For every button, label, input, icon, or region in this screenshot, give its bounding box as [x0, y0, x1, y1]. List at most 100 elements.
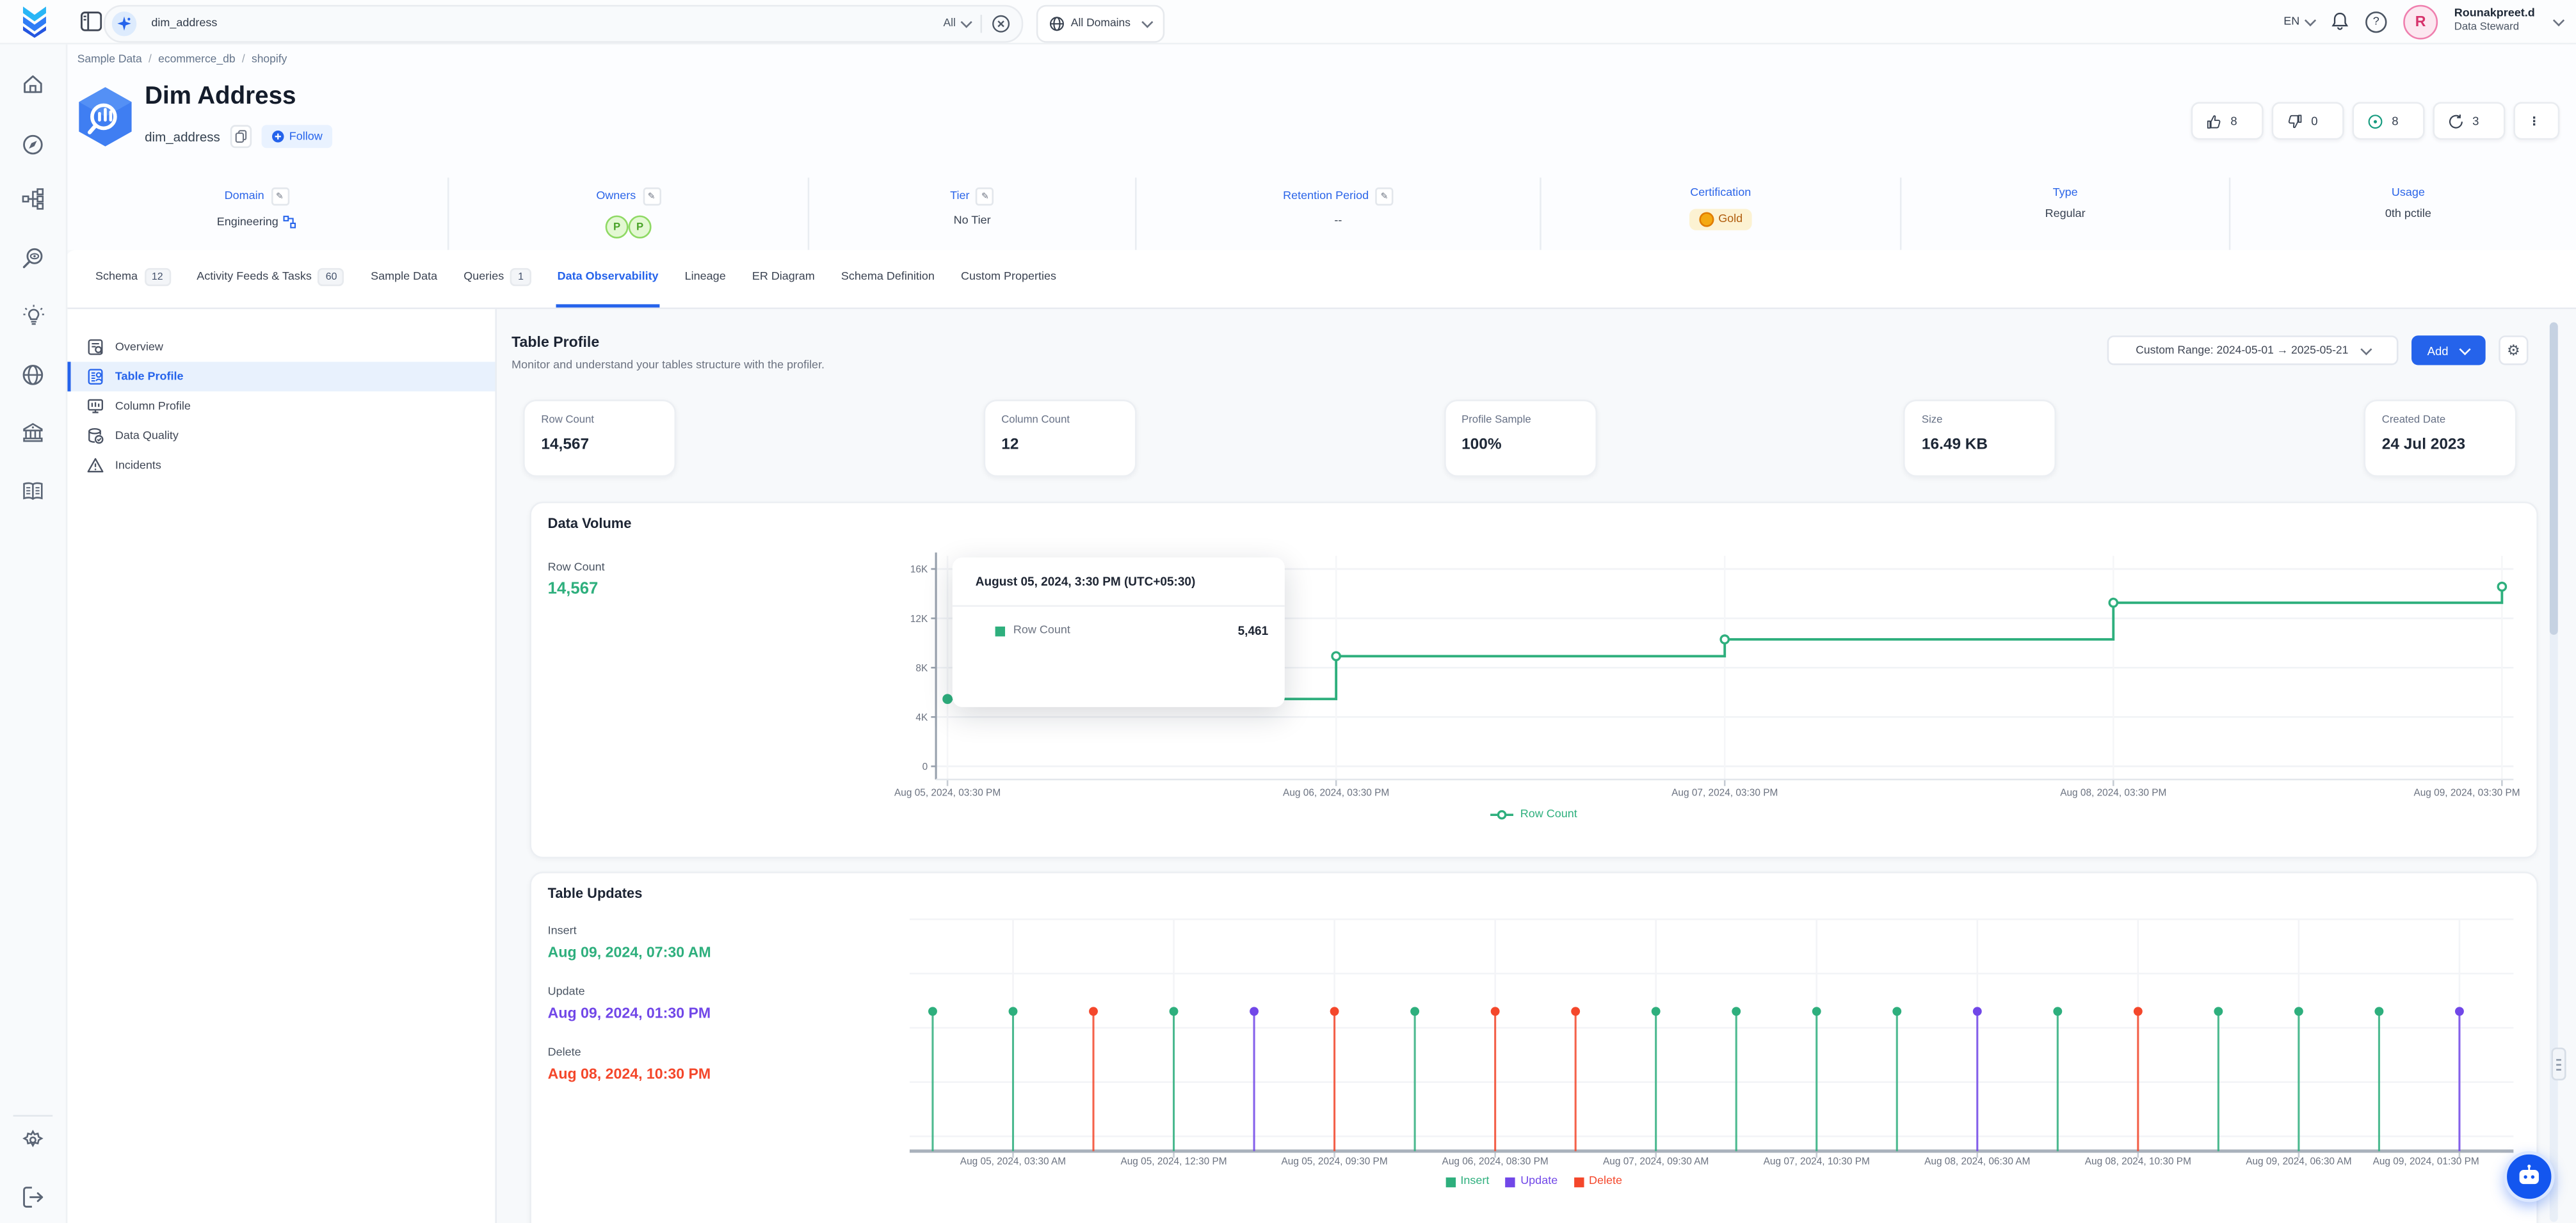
entity-name: dim_address: [145, 129, 220, 144]
follow-button[interactable]: Follow: [261, 125, 332, 148]
rail-item-explore-compass[interactable]: [21, 133, 44, 156]
data-volume-legend[interactable]: Row Count: [531, 809, 2536, 820]
stat-card-label: Column Count: [1001, 415, 1118, 426]
overview-file-search-icon: [87, 339, 104, 355]
user-menu-chevron-icon[interactable]: [2553, 15, 2564, 26]
followers-button[interactable]: 8: [2353, 102, 2425, 140]
menu-item-incidents[interactable]: Incidents: [66, 451, 495, 480]
table-updates-legend[interactable]: Insert Update Delete: [531, 1176, 2536, 1187]
legend-item-insert[interactable]: Insert: [1445, 1176, 1489, 1187]
owner-avatar[interactable]: P: [606, 216, 629, 239]
more-actions-button[interactable]: ⋮: [2513, 102, 2559, 140]
help-icon[interactable]: ?: [2365, 11, 2387, 32]
tab-sample-data[interactable]: Sample Data: [369, 250, 439, 308]
info-label-text[interactable]: Type: [2053, 188, 2078, 199]
rail-item-lineage[interactable]: [21, 188, 44, 211]
stat-card-label: Created Date: [2382, 415, 2499, 426]
edit-pencil-icon[interactable]: ✎: [271, 188, 289, 205]
tooltip-value: 5,461: [1238, 623, 1269, 638]
clear-search-icon[interactable]: [992, 14, 1010, 32]
domain-value[interactable]: Engineering: [217, 216, 278, 228]
globe-icon: [1049, 15, 1064, 30]
stat-card-row-count: Row Count14,567: [523, 399, 676, 477]
add-button[interactable]: Add: [2411, 335, 2486, 365]
breadcrumb-item[interactable]: Sample Data: [77, 54, 142, 66]
chat-assistant-button[interactable]: [2504, 1151, 2555, 1203]
svg-text:Aug 08, 2024, 06:30 AM: Aug 08, 2024, 06:30 AM: [1924, 1156, 2030, 1167]
profiler-settings-button[interactable]: ⚙: [2499, 335, 2528, 365]
rail-item-glossary[interactable]: [21, 480, 44, 503]
table-updates-chart[interactable]: Aug 05, 2024, 03:30 AMAug 05, 2024, 12:3…: [869, 909, 2524, 1172]
legend-line-marker-icon: [1490, 809, 1513, 820]
edit-pencil-icon[interactable]: ✎: [643, 188, 661, 205]
search-scope-dropdown[interactable]: All: [944, 17, 971, 29]
versions-button[interactable]: 3: [2433, 102, 2505, 140]
breadcrumb-item[interactable]: ecommerce_db: [158, 54, 235, 66]
info-value: Gold: [1689, 209, 1753, 230]
legend-item-update[interactable]: Update: [1506, 1176, 1558, 1187]
menu-item-table-profile[interactable]: Table Profile: [66, 362, 495, 391]
rail-item-insights[interactable]: [21, 304, 44, 327]
tab-er-diagram[interactable]: ER Diagram: [750, 250, 816, 308]
info-label-text[interactable]: Tier: [950, 191, 969, 202]
edit-pencil-icon[interactable]: ✎: [1375, 188, 1393, 205]
info-label-text[interactable]: Retention Period: [1283, 191, 1369, 202]
panel-resize-handle[interactable]: [2551, 1048, 2566, 1080]
user-info[interactable]: Rounakpreet.d Data Steward: [2454, 8, 2535, 35]
info-label-text[interactable]: Domain: [225, 191, 264, 202]
global-search-bar[interactable]: dim_address All: [104, 4, 1023, 42]
top-bar-right: EN ? R Rounakpreet.d Data Steward: [2283, 0, 2563, 43]
rail-item-domains-globe[interactable]: [21, 364, 44, 387]
downvote-button[interactable]: 0: [2272, 102, 2344, 140]
info-value: 0th pctile: [2385, 209, 2431, 220]
breadcrumb: Sample Data/ ecommerce_db/ shopify: [77, 54, 287, 66]
section-subtitle: Monitor and understand your tables struc…: [511, 360, 825, 372]
info-label: Retention Period ✎: [1283, 188, 1394, 205]
rail-item-settings-gear[interactable]: [21, 1128, 44, 1151]
rail-item-observability[interactable]: [21, 246, 44, 269]
search-input[interactable]: dim_address: [151, 17, 217, 29]
copy-name-button[interactable]: [230, 125, 251, 148]
tab-count-badge: 1: [510, 268, 531, 286]
stat-card-value: 24 Jul 2023: [2382, 436, 2499, 454]
tab-lineage[interactable]: Lineage: [683, 250, 727, 308]
stat-card-profile-sample: Profile Sample100%: [1444, 399, 1597, 477]
owner-avatar[interactable]: P: [629, 216, 652, 239]
breadcrumb-item[interactable]: shopify: [252, 54, 287, 66]
sidebar-toggle-icon[interactable]: [81, 12, 102, 31]
tab-count-badge: 12: [144, 268, 170, 286]
rail-item-govern[interactable]: [21, 421, 44, 444]
language-dropdown[interactable]: EN: [2283, 15, 2314, 27]
table-entity-icon: [77, 86, 133, 148]
menu-item-data-quality[interactable]: Data Quality: [66, 421, 495, 451]
info-label-text[interactable]: Certification: [1690, 188, 1751, 199]
data-quality-icon: [87, 428, 104, 444]
tab-label: Schema Definition: [841, 271, 935, 283]
edit-pencil-icon[interactable]: ✎: [976, 188, 994, 205]
delete-label: Delete: [548, 1048, 581, 1059]
all-domains-dropdown[interactable]: All Domains: [1036, 4, 1165, 42]
menu-item-column-profile[interactable]: Column Profile: [66, 392, 495, 421]
tab-activity-feeds-tasks[interactable]: Activity Feeds & Tasks60: [195, 250, 346, 308]
date-range-dropdown[interactable]: Custom Range: 2024-05-01 → 2025-05-21: [2107, 335, 2399, 365]
scrollbar-thumb[interactable]: [2550, 323, 2558, 635]
legend-item-delete[interactable]: Delete: [1574, 1176, 1622, 1187]
info-label: Owners ✎: [596, 188, 661, 205]
info-label-text[interactable]: Usage: [2392, 188, 2425, 199]
tab-data-observability[interactable]: Data Observability: [556, 250, 660, 308]
notifications-bell-icon[interactable]: [2331, 12, 2349, 31]
info-label-text[interactable]: Owners: [596, 191, 636, 202]
upvote-button[interactable]: 8: [2191, 102, 2264, 140]
user-avatar[interactable]: R: [2403, 4, 2438, 38]
info-column-type: TypeRegular: [1901, 178, 2230, 250]
info-label: Type: [2053, 188, 2078, 199]
rail-item-home[interactable]: [21, 72, 44, 95]
tab-schema-definition[interactable]: Schema Definition: [839, 250, 936, 308]
app-logo-icon[interactable]: [15, 5, 54, 38]
tab-schema[interactable]: Schema12: [93, 250, 172, 308]
tab-queries[interactable]: Queries1: [462, 250, 533, 308]
rail-item-logout[interactable]: [21, 1186, 44, 1209]
menu-item-overview[interactable]: Overview: [66, 332, 495, 362]
incidents-alert-icon: [87, 457, 104, 474]
tab-custom-properties[interactable]: Custom Properties: [959, 250, 1058, 308]
